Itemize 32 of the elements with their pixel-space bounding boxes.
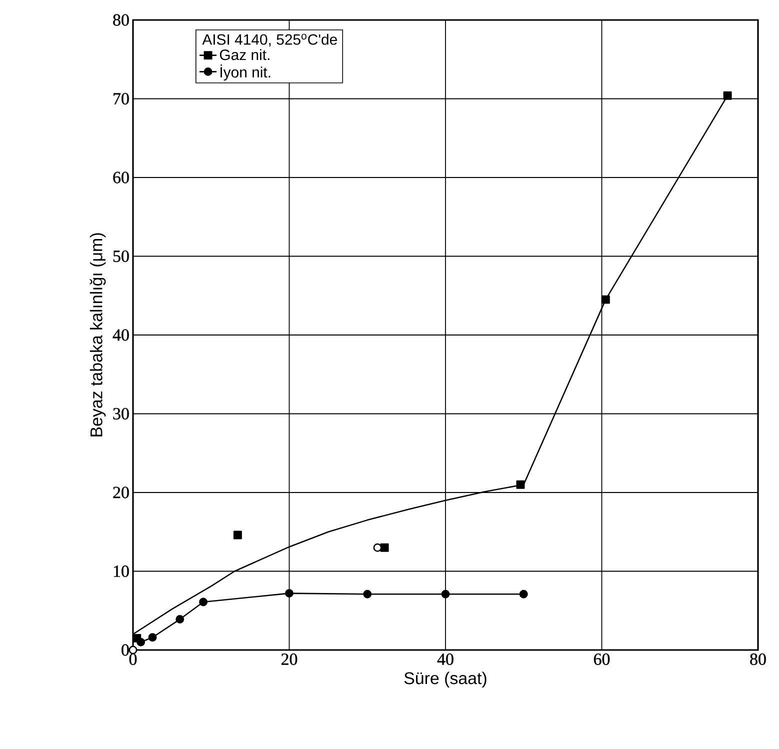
- y-tick-label: 30: [113, 408, 129, 420]
- y-tick-label: 40: [112, 329, 129, 341]
- y-tick-label: 20: [113, 486, 129, 498]
- point: [601, 295, 610, 304]
- point: [233, 530, 242, 540]
- point: [516, 480, 525, 489]
- point: [176, 615, 184, 624]
- y-axis-title: Beyaz tabaka kalınlığı (μm): [90, 233, 106, 436]
- legend-label: Gaz nit.: [220, 49, 270, 60]
- point: [723, 91, 732, 100]
- x-tick-label: 20: [282, 654, 298, 665]
- point: [519, 590, 528, 598]
- y-tick-label: 50: [114, 250, 129, 262]
- point: [285, 589, 294, 598]
- point: [363, 590, 372, 598]
- x-tick-label: 60: [594, 654, 610, 665]
- point: [199, 598, 208, 606]
- y-tick-label: 0: [122, 644, 129, 656]
- point: [441, 590, 450, 598]
- point: [148, 633, 157, 642]
- x-tick-label: 0: [129, 654, 137, 665]
- legend-title: AISI 4140, 525$^{o}$C'de: [202, 34, 337, 47]
- y-tick-label: 60: [113, 172, 129, 184]
- point: [380, 543, 389, 552]
- legend-label: İyon nit.: [220, 64, 270, 81]
- x-tick-label: 40: [437, 654, 454, 665]
- y-tick-label: 70: [114, 93, 129, 104]
- x-tick-label: 80: [750, 654, 766, 665]
- y-tick-label: 80: [113, 14, 129, 26]
- x-axis-title: Süre (saat): [404, 672, 486, 688]
- point: [136, 638, 146, 646]
- y-tick-label: 10: [114, 566, 129, 577]
